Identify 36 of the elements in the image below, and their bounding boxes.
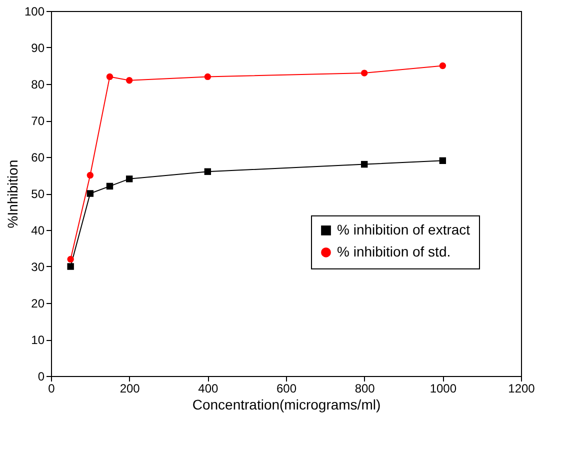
point <box>360 70 368 76</box>
y-tick-label: 100 <box>24 4 45 18</box>
y-tick-label: 10 <box>31 333 45 347</box>
x-tick-label: 1000 <box>430 382 457 396</box>
y-tick-label: 40 <box>31 224 45 238</box>
point <box>204 168 212 175</box>
x-tick-label: 0 <box>48 382 56 396</box>
point <box>126 176 133 182</box>
y-tick-label: 80 <box>31 78 45 92</box>
y-tick-label: 70 <box>31 114 45 128</box>
y-tick-label: 20 <box>31 296 45 310</box>
y-tick-label: 0 <box>38 370 45 384</box>
point <box>360 160 368 168</box>
legend-label: % inhibition of extract <box>337 221 470 238</box>
point <box>106 73 114 80</box>
point <box>67 256 74 263</box>
y-tick-label: 90 <box>31 41 45 55</box>
point <box>126 77 133 84</box>
y-axis-title: %Inhibition <box>4 160 20 228</box>
point <box>86 190 94 197</box>
point <box>204 73 212 80</box>
point <box>439 62 446 70</box>
x-tick-label: 400 <box>198 382 218 396</box>
y-tick-label: 50 <box>31 187 45 201</box>
x-tick-label: 200 <box>120 382 140 396</box>
point <box>67 263 74 270</box>
x-tick-label: 600 <box>276 382 297 396</box>
point <box>106 182 114 190</box>
x-axis-title: Concentration(micrograms/ml) <box>192 396 381 412</box>
point <box>439 157 446 164</box>
x-tick-label: 1200 <box>508 382 536 396</box>
point <box>86 172 94 179</box>
x-tick-label: 800 <box>354 382 376 396</box>
legend-label: % inhibition of std. <box>337 243 451 260</box>
y-tick-label: 30 <box>31 260 45 274</box>
y-tick-label: 60 <box>31 150 45 164</box>
